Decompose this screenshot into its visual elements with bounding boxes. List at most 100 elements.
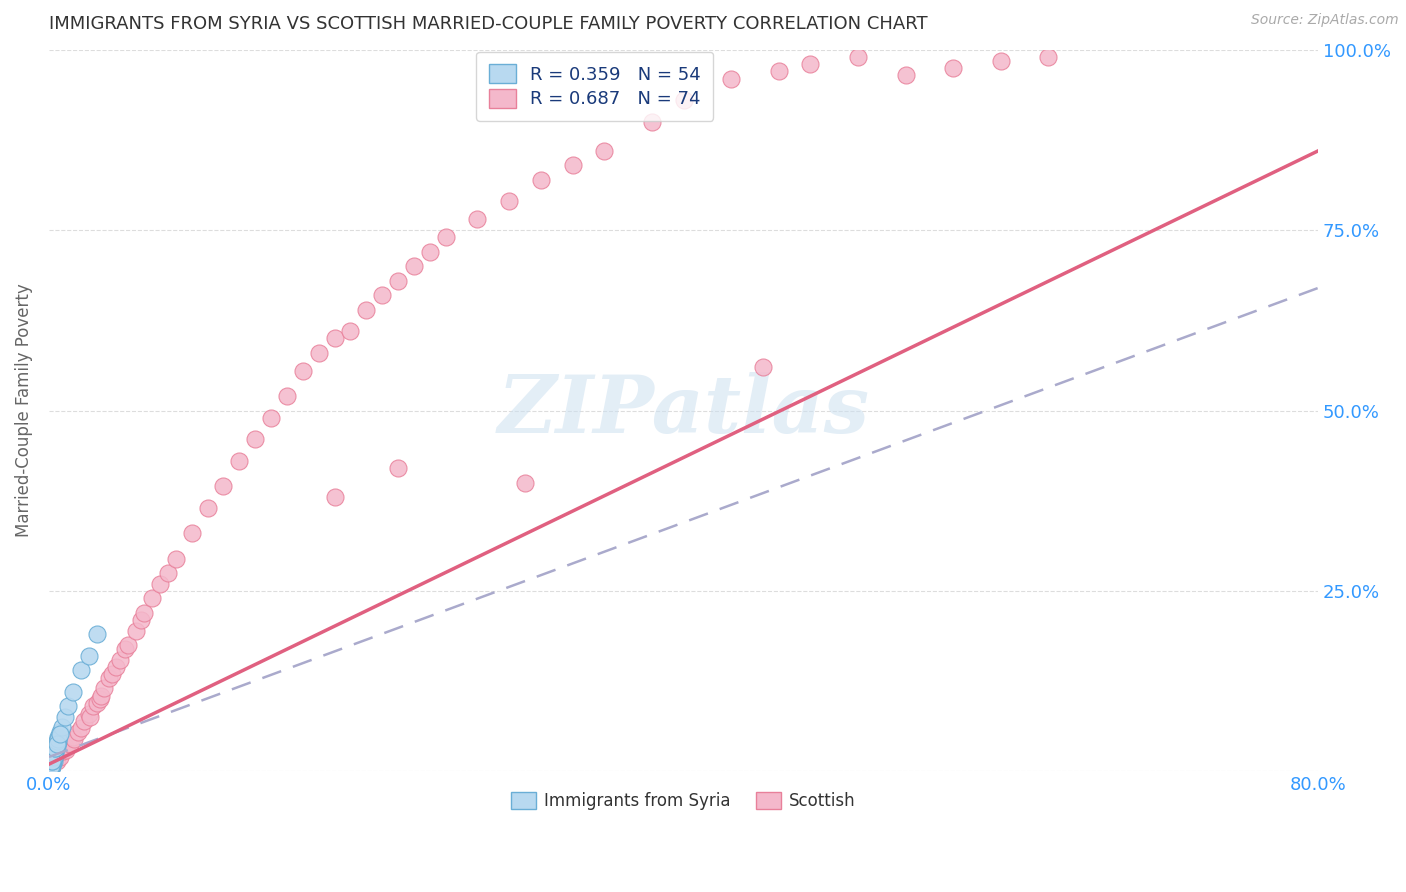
- Point: [141, 591, 163, 606]
- Point: [44, 741, 66, 756]
- Point: [894, 68, 917, 82]
- Point: [434, 230, 457, 244]
- Point: [720, 71, 742, 86]
- Text: Source: ZipAtlas.com: Source: ZipAtlas.com: [1251, 13, 1399, 28]
- Point: [39, 761, 62, 775]
- Point: [45, 734, 67, 748]
- Point: [104, 659, 127, 673]
- Point: [69, 664, 91, 678]
- Point: [63, 731, 86, 746]
- Point: [48, 730, 70, 744]
- Point: [530, 172, 553, 186]
- Point: [66, 724, 89, 739]
- Point: [387, 461, 409, 475]
- Point: [260, 410, 283, 425]
- Text: IMMIGRANTS FROM SYRIA VS SCOTTISH MARRIED-COUPLE FAMILY POVERTY CORRELATION CHAR: IMMIGRANTS FROM SYRIA VS SCOTTISH MARRIE…: [49, 15, 928, 33]
- Point: [45, 735, 67, 749]
- Point: [768, 64, 790, 78]
- Point: [42, 751, 65, 765]
- Point: [62, 685, 84, 699]
- Point: [212, 479, 235, 493]
- Point: [41, 756, 63, 770]
- Point: [41, 754, 63, 768]
- Point: [42, 750, 65, 764]
- Point: [42, 750, 65, 764]
- Point: [39, 759, 62, 773]
- Point: [93, 681, 115, 696]
- Point: [45, 737, 67, 751]
- Point: [39, 759, 62, 773]
- Point: [45, 739, 67, 753]
- Point: [77, 706, 100, 721]
- Point: [117, 638, 139, 652]
- Point: [56, 699, 79, 714]
- Y-axis label: Married-Couple Family Poverty: Married-Couple Family Poverty: [15, 284, 32, 538]
- Point: [942, 61, 965, 75]
- Point: [39, 758, 62, 772]
- Point: [156, 566, 179, 580]
- Point: [110, 652, 132, 666]
- Point: [672, 93, 695, 107]
- Point: [323, 490, 346, 504]
- Point: [323, 331, 346, 345]
- Point: [44, 743, 66, 757]
- Point: [42, 744, 65, 758]
- Point: [44, 748, 66, 763]
- Point: [41, 758, 63, 772]
- Point: [73, 714, 96, 728]
- Point: [41, 755, 63, 769]
- Point: [1038, 50, 1060, 64]
- Point: [593, 144, 616, 158]
- Point: [129, 613, 152, 627]
- Point: [39, 761, 62, 775]
- Point: [53, 739, 76, 753]
- Point: [41, 757, 63, 772]
- Point: [77, 648, 100, 663]
- Point: [39, 762, 62, 776]
- Point: [44, 740, 66, 755]
- Point: [41, 756, 63, 771]
- Point: [58, 737, 80, 751]
- Point: [402, 260, 425, 274]
- Point: [89, 692, 111, 706]
- Point: [62, 730, 84, 744]
- Point: [41, 757, 63, 772]
- Point: [45, 754, 67, 768]
- Point: [371, 288, 394, 302]
- Point: [149, 576, 172, 591]
- Legend: Immigrants from Syria, Scottish: Immigrants from Syria, Scottish: [505, 786, 863, 817]
- Point: [846, 50, 869, 64]
- Point: [44, 743, 66, 757]
- Point: [39, 762, 62, 776]
- Point: [55, 743, 77, 757]
- Point: [165, 551, 187, 566]
- Point: [49, 750, 72, 764]
- Point: [44, 744, 66, 758]
- Point: [990, 54, 1012, 68]
- Point: [51, 720, 73, 734]
- Point: [356, 302, 378, 317]
- Point: [114, 641, 136, 656]
- Point: [180, 526, 202, 541]
- Point: [52, 744, 75, 758]
- Point: [79, 710, 101, 724]
- Point: [90, 689, 112, 703]
- Point: [228, 454, 250, 468]
- Point: [41, 756, 63, 770]
- Point: [245, 433, 267, 447]
- Point: [561, 158, 583, 172]
- Point: [98, 671, 121, 685]
- Point: [42, 748, 65, 763]
- Point: [41, 754, 63, 768]
- Point: [308, 346, 330, 360]
- Point: [41, 753, 63, 767]
- Point: [291, 364, 314, 378]
- Point: [42, 748, 65, 763]
- Point: [197, 501, 219, 516]
- Point: [752, 360, 775, 375]
- Point: [134, 606, 156, 620]
- Point: [48, 731, 70, 746]
- Point: [276, 389, 298, 403]
- Point: [39, 758, 62, 772]
- Point: [42, 747, 65, 761]
